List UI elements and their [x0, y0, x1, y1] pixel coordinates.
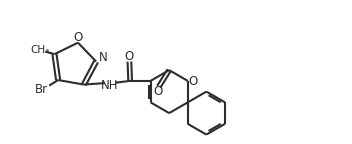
Text: O: O	[74, 31, 83, 44]
Text: O: O	[153, 86, 163, 98]
Text: N: N	[99, 51, 107, 64]
Text: CH₃: CH₃	[30, 46, 49, 55]
Text: NH: NH	[101, 79, 118, 92]
Text: O: O	[188, 75, 197, 88]
Text: Br: Br	[34, 83, 48, 96]
Text: O: O	[125, 50, 134, 63]
